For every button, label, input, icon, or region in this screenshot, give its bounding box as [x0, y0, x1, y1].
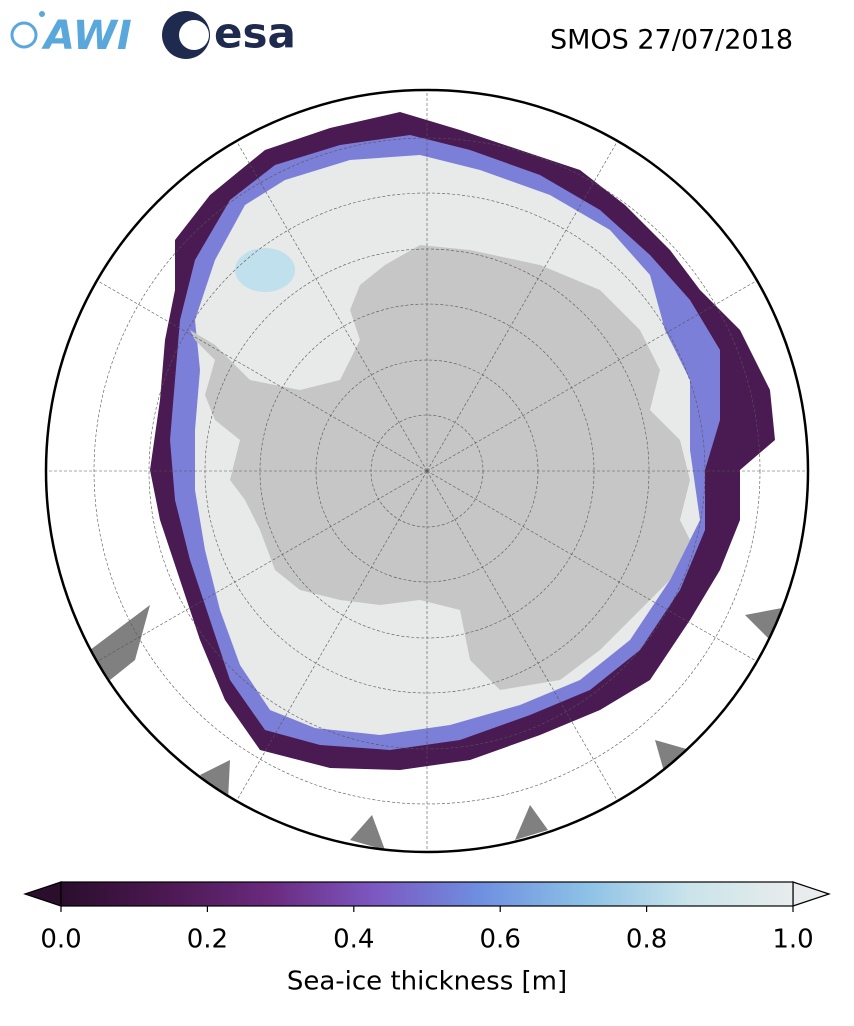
awi-logo: AWI [10, 11, 132, 59]
meridian [236, 140, 428, 472]
esa-logo: esa [162, 9, 296, 59]
colorbar-tick-label: 0.2 [187, 925, 228, 955]
map-title: SMOS 27/07/2018 [550, 25, 793, 56]
map-frame [44, 88, 810, 854]
graticule [46, 90, 808, 852]
meridian [426, 280, 758, 472]
meridian [426, 140, 618, 472]
colorbar [23, 881, 831, 912]
awi-logo-text: AWI [41, 13, 132, 59]
land-patches [90, 605, 782, 850]
meridian [96, 280, 428, 472]
colorbar-tick-label: 0.0 [40, 925, 81, 955]
thick-ice-patch [235, 248, 295, 292]
colorbar-tick-label: 0.8 [626, 925, 667, 955]
colorbar-tick-label: 1.0 [772, 925, 813, 955]
meridian [236, 470, 428, 802]
colorbar-tick-label: 0.6 [480, 925, 521, 955]
colorbar-scale [60, 881, 794, 907]
colorbar-tick-label: 0.4 [333, 925, 374, 955]
esa-logo-text: esa [214, 9, 296, 58]
meridian [426, 470, 618, 802]
meridian [96, 470, 428, 662]
meridian [426, 470, 758, 662]
colorbar-extend-low [23, 881, 62, 907]
colorbar-label: Sea-ice thickness [m] [287, 967, 567, 997]
map [46, 90, 808, 852]
colorbar-extend-high [792, 881, 831, 907]
continent [190, 245, 690, 690]
